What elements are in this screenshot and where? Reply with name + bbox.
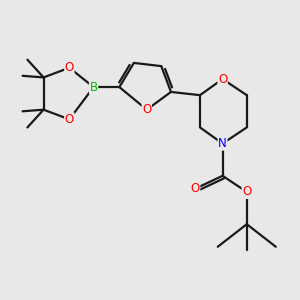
Text: O: O <box>65 61 74 74</box>
Text: O: O <box>142 103 152 116</box>
Text: O: O <box>65 113 74 126</box>
Text: O: O <box>190 182 200 195</box>
Text: B: B <box>89 81 98 94</box>
Text: O: O <box>218 73 227 85</box>
Text: O: O <box>242 185 251 198</box>
Text: N: N <box>218 137 227 150</box>
